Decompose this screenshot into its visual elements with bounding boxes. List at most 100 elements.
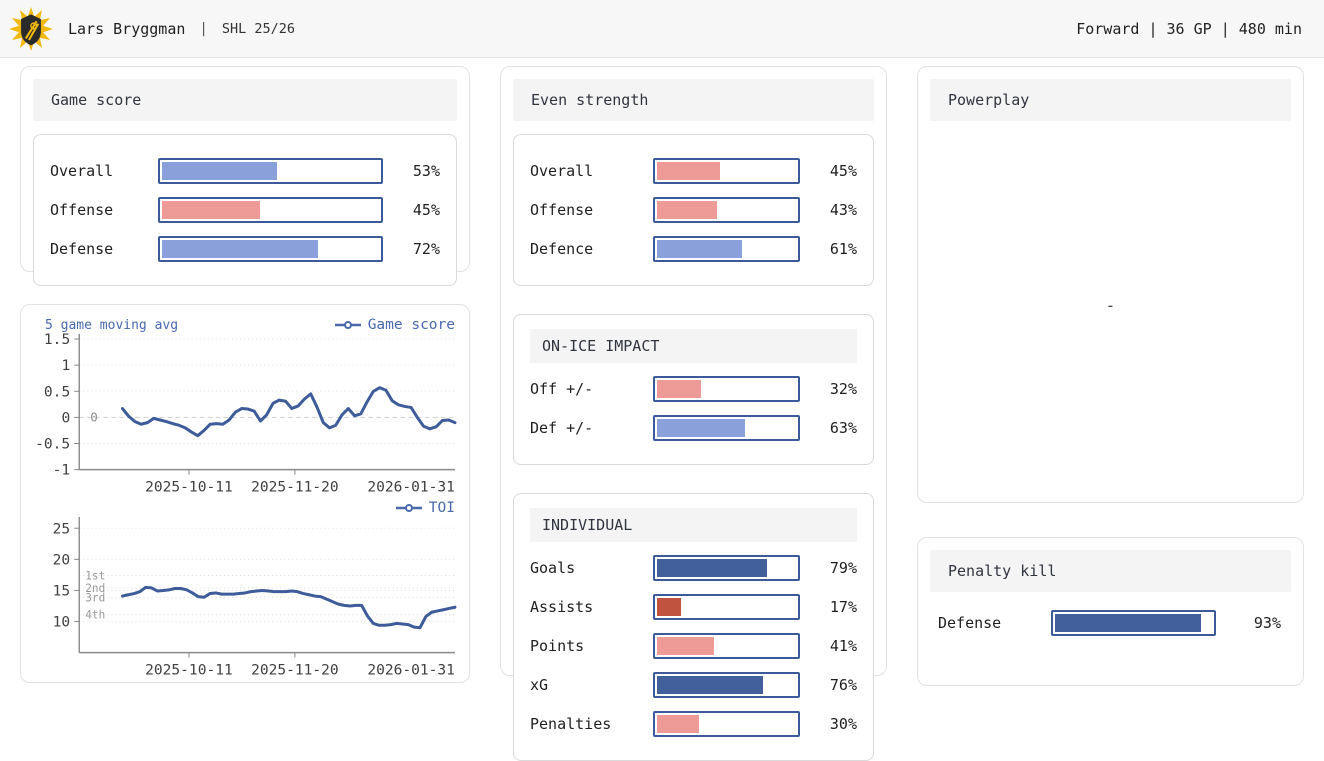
stat-bar-label: Defence	[530, 240, 594, 258]
powerplay-card-title: Powerplay	[930, 79, 1291, 121]
stat-bar-label: Offense	[530, 201, 594, 219]
toi-legend[interactable]: TOI	[29, 500, 461, 516]
stat-bar-row: xG 76%	[530, 672, 857, 698]
stat-bar-fill	[657, 715, 699, 733]
column-right: Powerplay - Penalty kill Defense 93%	[917, 66, 1304, 686]
stat-bar-row: Offense 43%	[530, 197, 857, 223]
svg-text:-0.5: -0.5	[35, 436, 70, 453]
header-left: Lars Bryggman | SHL 25/26	[8, 5, 295, 53]
individual-title: INDIVIDUAL	[530, 508, 857, 542]
stat-bar-track	[653, 594, 800, 620]
legend-line-marker-icon	[395, 503, 422, 512]
svg-text:2025-11-20: 2025-11-20	[251, 661, 339, 678]
stat-bar-fill	[657, 380, 702, 398]
game-score-line-chart: 1.5 1 0.5 0 -0.5 -1 0 2025-10-11 2025-11-20 2026-…	[35, 333, 457, 496]
column-middle: Even strength Overall 45% Offense 43% Defenc…	[500, 66, 887, 761]
stat-bar-row: Defence 61%	[530, 236, 857, 262]
toi-legend-label: TOI	[428, 499, 455, 516]
svg-text:2026-01-31: 2026-01-31	[367, 479, 455, 496]
stat-bar-track	[653, 672, 800, 698]
stat-bar-value: 63%	[829, 419, 857, 437]
gamescore-chart-head: 5 game moving avg Game score	[29, 315, 461, 333]
stat-bar-fill	[162, 240, 319, 258]
stat-bar-row: Def +/- 63%	[530, 415, 857, 441]
even-strength-bars-box: Overall 45% Offense 43% Defence 61%	[513, 134, 874, 286]
powerplay-card: Powerplay -	[917, 66, 1304, 503]
stat-bar-track	[653, 158, 800, 184]
svg-text:2025-10-11: 2025-10-11	[145, 479, 233, 496]
stat-bar-fill	[657, 598, 681, 616]
on-ice-impact-title: ON-ICE IMPACT	[530, 329, 857, 363]
individual-bars: Goals 79% Assists 17% Points 41% xG 76% Penaltie…	[530, 555, 857, 737]
stat-bar-value: 30%	[829, 715, 857, 733]
stat-bar-track	[653, 197, 800, 223]
game-score-bars-box: Overall 53% Offense 45% Defense 72%	[33, 134, 457, 286]
season-label: SHL 25/26	[221, 20, 295, 37]
stat-bar-fill	[657, 240, 742, 258]
stat-bar-value: 32%	[829, 380, 857, 398]
stat-bar-row: Offense 45%	[50, 197, 440, 223]
svg-text:2nd: 2nd	[85, 582, 105, 595]
stat-bar-value: 41%	[829, 637, 857, 655]
stat-bar-label: Def +/-	[530, 419, 594, 437]
gamescore-legend[interactable]: Game score	[334, 317, 455, 333]
penalty-kill-card-title: Penalty kill	[930, 550, 1291, 592]
even-strength-card-title: Even strength	[513, 79, 874, 121]
stat-bar-value: 45%	[412, 201, 440, 219]
stat-bar-label: Defense	[938, 614, 1002, 632]
stat-bar-track	[653, 711, 800, 737]
svg-text:0: 0	[61, 409, 70, 426]
gamescore-legend-label: Game score	[367, 317, 455, 333]
stat-bar-label: Goals	[530, 559, 576, 577]
stat-bar-fill	[657, 201, 717, 219]
stat-bar-fill	[657, 559, 767, 577]
svg-text:20: 20	[53, 551, 71, 568]
trend-charts-card: 5 game moving avg Game score 1.5 1 0.5 0 -0.…	[20, 304, 470, 683]
powerplay-empty-area: -	[930, 121, 1291, 490]
stat-bar-track	[653, 415, 800, 441]
stat-bar-value: 17%	[829, 598, 857, 616]
app-header: Lars Bryggman | SHL 25/26 Forward | 36 G…	[0, 0, 1324, 58]
stat-bar-value: 61%	[829, 240, 857, 258]
stat-bar-value: 76%	[829, 676, 857, 694]
stat-bar-row: Defense 72%	[50, 236, 440, 262]
header-separator: |	[199, 20, 208, 37]
stat-bar-label: Points	[530, 637, 585, 655]
stat-bar-track	[653, 236, 800, 262]
stat-bar-fill	[657, 676, 763, 694]
stat-bar-value: 93%	[1253, 614, 1281, 632]
svg-text:2025-11-20: 2025-11-20	[251, 479, 339, 496]
stat-bar-row: Overall 53%	[50, 158, 440, 184]
stat-bar-label: xG	[530, 676, 549, 694]
svg-text:15: 15	[53, 582, 71, 599]
svg-text:3rd: 3rd	[85, 591, 105, 604]
team-logo-icon	[9, 6, 53, 51]
stat-bar-track	[158, 158, 383, 184]
on-ice-impact-bars: Off +/- 32% Def +/- 63%	[530, 376, 857, 441]
stat-bar-label: Off +/-	[530, 380, 594, 398]
player-info: Forward | 36 GP | 480 min	[1076, 19, 1302, 38]
stat-bar-track	[653, 633, 800, 659]
stat-bar-row: Points 41%	[530, 633, 857, 659]
stat-bar-row: Goals 79%	[530, 555, 857, 581]
stat-bar-value: 72%	[412, 240, 440, 258]
svg-text:0.5: 0.5	[44, 383, 70, 400]
stat-bar-value: 53%	[412, 162, 440, 180]
game-score-card-title: Game score	[33, 79, 457, 121]
penalty-kill-card: Penalty kill Defense 93%	[917, 537, 1304, 686]
svg-text:2025-10-11: 2025-10-11	[145, 661, 233, 678]
game-score-card: Game score Overall 53% Offense 45% Defense 72…	[20, 66, 470, 286]
no-data-dash: -	[1105, 296, 1116, 315]
stat-bar-label: Offense	[50, 201, 114, 219]
individual-box: INDIVIDUAL Goals 79% Assists 17% Points 41% xG…	[513, 493, 874, 761]
stat-bar-value: 43%	[829, 201, 857, 219]
stat-bar-label: Overall	[530, 162, 594, 180]
stat-bar-fill	[657, 419, 745, 437]
player-name: Lars Bryggman	[68, 19, 186, 38]
svg-text:1: 1	[61, 357, 70, 374]
even-strength-card: Even strength Overall 45% Offense 43% Defenc…	[500, 66, 887, 761]
stat-bar-fill	[657, 162, 720, 180]
on-ice-impact-box: ON-ICE IMPACT Off +/- 32% Def +/- 63%	[513, 314, 874, 465]
stat-bar-value: 45%	[829, 162, 857, 180]
